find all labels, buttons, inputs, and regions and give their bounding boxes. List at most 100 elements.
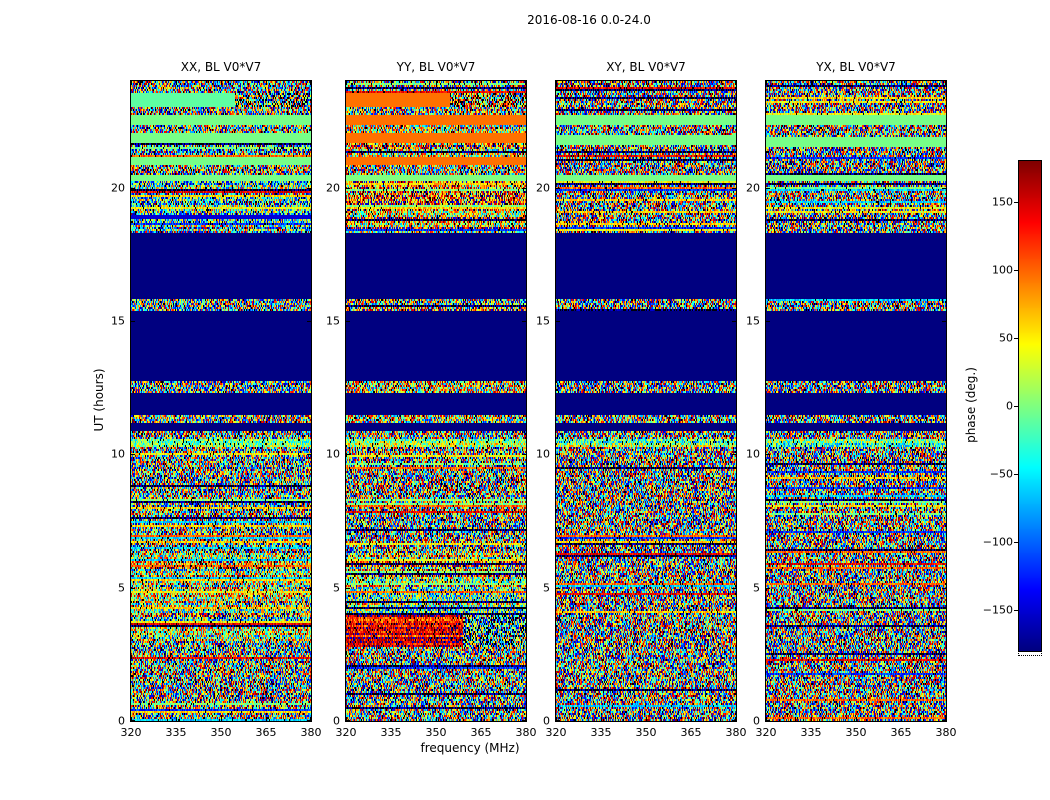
y-tick bbox=[307, 188, 311, 189]
y-tick bbox=[766, 588, 770, 589]
x-tick bbox=[901, 717, 902, 721]
y-tick bbox=[766, 720, 770, 721]
x-tick-label: 335 bbox=[380, 726, 402, 739]
x-tick bbox=[436, 717, 437, 721]
y-tick-label: 20 bbox=[536, 181, 550, 195]
x-tick-label: 335 bbox=[165, 726, 187, 739]
x-tick bbox=[646, 717, 647, 721]
x-tick-label: 320 bbox=[755, 726, 777, 739]
x-tick bbox=[481, 717, 482, 721]
x-tick bbox=[691, 81, 692, 85]
panel-yx: YX, BL V0*V7 0 5 10 15 20 320 335 350 365 380 bbox=[746, 60, 957, 739]
x-tick bbox=[266, 717, 267, 721]
colorbar-tick-label: 50 bbox=[999, 331, 1013, 345]
colorbar-tick-label: −50 bbox=[989, 467, 1013, 481]
y-tick bbox=[131, 321, 135, 322]
panel-title-yx: YX, BL V0*V7 bbox=[816, 60, 896, 74]
x-tick bbox=[601, 717, 602, 721]
colorbar-gradient bbox=[1019, 161, 1041, 651]
x-tick bbox=[525, 81, 526, 85]
x-tick-label: 350 bbox=[845, 726, 867, 739]
panel-title-xy: XY, BL V0*V7 bbox=[606, 60, 686, 74]
colorbar-tick bbox=[1014, 474, 1018, 475]
x-tick-label: 350 bbox=[635, 726, 657, 739]
x-tick-label: 335 bbox=[800, 726, 822, 739]
heatmap-canvas-xy bbox=[556, 81, 736, 721]
y-tick bbox=[556, 321, 560, 322]
y-tick bbox=[346, 720, 350, 721]
x-tick-label: 320 bbox=[545, 726, 567, 739]
x-tick-label: 365 bbox=[680, 726, 702, 739]
x-tick bbox=[221, 717, 222, 721]
y-tick bbox=[131, 588, 135, 589]
x-tick-label: 365 bbox=[890, 726, 912, 739]
heatmap-canvas-yy bbox=[346, 81, 526, 721]
x-tick bbox=[766, 81, 767, 85]
y-tick-label: 0 bbox=[543, 714, 550, 728]
x-tick bbox=[391, 81, 392, 85]
x-tick bbox=[266, 81, 267, 85]
x-tick bbox=[856, 717, 857, 721]
y-tick-label: 20 bbox=[111, 181, 125, 195]
y-tick-label: 10 bbox=[536, 447, 550, 461]
panel-xx: XX, BL V0*V7 0 5 10 15 20 320 335 350 365 380 bbox=[111, 60, 322, 739]
y-tick bbox=[556, 188, 560, 189]
y-tick bbox=[307, 454, 311, 455]
figure-title: 2016-08-16 0.0-24.0 bbox=[527, 13, 651, 27]
x-tick bbox=[346, 717, 347, 721]
x-tick-label: 380 bbox=[725, 726, 747, 739]
y-tick bbox=[307, 720, 311, 721]
y-tick bbox=[556, 454, 560, 455]
heatmap-canvas-xx bbox=[131, 81, 311, 721]
x-tick-label: 365 bbox=[470, 726, 492, 739]
y-tick bbox=[942, 720, 946, 721]
x-tick bbox=[601, 81, 602, 85]
y-tick bbox=[131, 720, 135, 721]
colorbar-tick bbox=[1014, 610, 1018, 611]
y-tick bbox=[732, 720, 736, 721]
colorbar-tick-label: 0 bbox=[1006, 399, 1013, 413]
colorbar-label: phase (deg.) bbox=[964, 367, 978, 443]
y-tick bbox=[556, 720, 560, 721]
x-tick bbox=[556, 717, 557, 721]
y-axis-label: UT (hours) bbox=[92, 368, 106, 432]
y-tick bbox=[307, 321, 311, 322]
panel-title-xx: XX, BL V0*V7 bbox=[180, 60, 262, 74]
colorbar-tick bbox=[1014, 406, 1018, 407]
x-tick bbox=[391, 717, 392, 721]
x-tick-label: 350 bbox=[210, 726, 232, 739]
y-tick-label: 15 bbox=[746, 314, 760, 328]
heatmap-canvas-yx bbox=[766, 81, 946, 721]
colorbar-tick-label: −150 bbox=[982, 603, 1013, 617]
colorbar-underflow-marker bbox=[1018, 651, 1042, 656]
y-tick bbox=[766, 454, 770, 455]
colorbar-tick-label: 150 bbox=[992, 195, 1013, 209]
x-tick bbox=[691, 717, 692, 721]
x-tick bbox=[525, 717, 526, 721]
y-tick-label: 5 bbox=[118, 581, 125, 595]
y-tick-label: 5 bbox=[333, 581, 340, 595]
y-tick bbox=[732, 588, 736, 589]
y-tick bbox=[522, 720, 526, 721]
x-tick bbox=[221, 81, 222, 85]
x-tick-label: 335 bbox=[590, 726, 612, 739]
x-tick bbox=[646, 81, 647, 85]
y-tick bbox=[522, 188, 526, 189]
x-tick bbox=[901, 81, 902, 85]
y-tick-label: 15 bbox=[326, 314, 340, 328]
y-tick-label: 20 bbox=[746, 181, 760, 195]
x-tick bbox=[131, 81, 132, 85]
x-tick bbox=[346, 81, 347, 85]
y-tick bbox=[732, 188, 736, 189]
x-tick bbox=[481, 81, 482, 85]
y-tick bbox=[522, 454, 526, 455]
y-tick bbox=[131, 188, 135, 189]
y-tick bbox=[766, 321, 770, 322]
y-tick-label: 20 bbox=[326, 181, 340, 195]
colorbar-tick bbox=[1014, 338, 1018, 339]
y-tick bbox=[942, 321, 946, 322]
y-tick-label: 0 bbox=[333, 714, 340, 728]
x-tick bbox=[945, 81, 946, 85]
y-tick bbox=[942, 588, 946, 589]
